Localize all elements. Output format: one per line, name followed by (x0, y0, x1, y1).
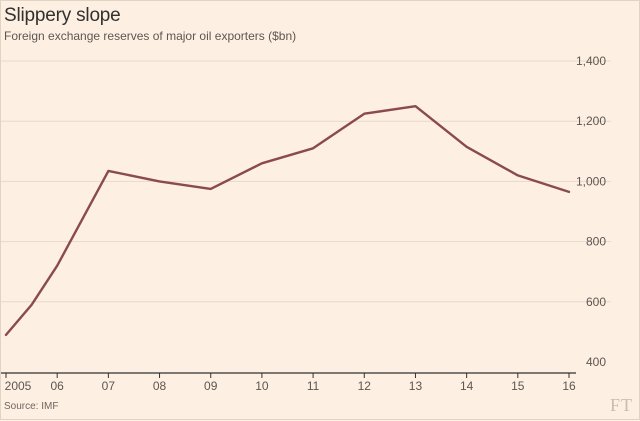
x-tick-label: 09 (204, 379, 218, 393)
gridlines (1, 60, 611, 303)
source-note: Source: IMF (4, 401, 59, 412)
x-tick-label: 11 (307, 379, 320, 393)
series-line (4, 105, 571, 337)
x-tick-label: 06 (51, 379, 65, 393)
y-tick-label: 400 (586, 355, 606, 369)
x-tick-label: 16 (562, 379, 576, 393)
x-axis-tick-labels: 2005 06 07 08 09 10 11 12 13 14 15 16 (5, 379, 576, 393)
y-tick-label: 600 (586, 295, 606, 309)
y-tick-label: 1,200 (576, 114, 606, 128)
y-tick-label: 1,400 (576, 54, 606, 68)
y-tick-label: 800 (586, 235, 606, 249)
y-tick-label: 1,000 (576, 174, 606, 188)
ft-logo: FT (609, 395, 633, 415)
x-tick-label: 08 (153, 379, 167, 393)
x-tick-label: 10 (255, 379, 269, 393)
x-tick-label: 12 (358, 379, 372, 393)
series-group (4, 105, 571, 337)
x-axis (1, 372, 576, 378)
x-tick-label: 13 (409, 379, 423, 393)
chart-title: Slippery slope (4, 5, 121, 26)
x-tick-label: 07 (102, 379, 116, 393)
x-tick-label: 15 (511, 379, 525, 393)
chart-subtitle: Foreign exchange reserves of major oil e… (4, 29, 297, 43)
x-tick-label: 14 (460, 379, 474, 393)
x-tick-label: 2005 (5, 379, 32, 393)
y-axis-tick-labels: 400 600 800 1,000 1,200 1,400 (576, 54, 606, 369)
